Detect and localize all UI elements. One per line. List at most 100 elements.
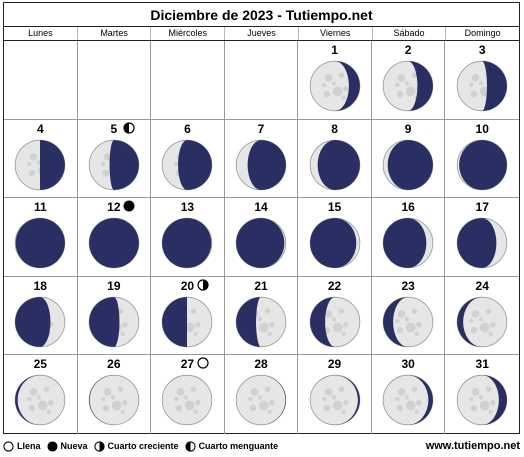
moon-phase-image [15, 375, 66, 426]
moon-phase-image [309, 60, 360, 112]
legend-menguante: Cuarto menguante [184, 440, 279, 452]
day-cell: 28 [225, 355, 299, 434]
day-number: 14 [254, 200, 268, 215]
day-cell: 14 [224, 198, 299, 277]
day-number: 7 [257, 121, 265, 136]
last-quarter-icon [184, 440, 196, 452]
full-moon-icon [197, 357, 209, 369]
empty-day-cell [151, 41, 225, 120]
moon-phase-image [382, 296, 434, 348]
weekday-jueves: Jueves [225, 27, 299, 40]
legend-footer: Llena Nueva Cuarto creciente Cuarto meng… [3, 438, 520, 454]
day-number: 23 [401, 278, 415, 293]
moon-phase-image [235, 139, 287, 190]
day-number: 16 [401, 200, 415, 215]
legend-nueva: Nueva [46, 440, 88, 452]
day-number: 10 [475, 121, 489, 136]
day-number: 31 [475, 357, 489, 372]
day-cell: 4 [4, 119, 78, 199]
day-cell: 10 [445, 120, 519, 199]
day-cell: 11 [4, 198, 78, 277]
site-url: www.tutiempo.net [425, 440, 520, 452]
moon-phase-image [382, 60, 434, 112]
day-cell: 9 [371, 119, 446, 199]
weekday-lunes: Lunes [4, 27, 78, 40]
day-number: 29 [327, 357, 342, 372]
moon-phase-image [456, 296, 508, 348]
moon-phase-image [15, 296, 66, 348]
empty-day-cell [4, 41, 78, 120]
day-cell: 18 [4, 276, 78, 356]
moon-phase-image [456, 217, 508, 269]
day-cell: 29 [298, 355, 372, 434]
legend-llena-label: Llena [17, 441, 41, 451]
day-number: 28 [254, 357, 268, 372]
day-cell: 30 [372, 355, 446, 434]
day-cell: 25 [4, 355, 78, 434]
moon-phase-image [309, 139, 360, 190]
first-quarter-icon [93, 440, 105, 452]
moon-phase-image [88, 296, 140, 348]
moon-phase-image [382, 139, 434, 190]
moon-phase-image [235, 217, 287, 269]
day-cell: 2 [371, 41, 446, 120]
day-cell: 21 [224, 276, 299, 356]
moon-phase-image [235, 375, 287, 426]
day-cell: 6 [151, 119, 225, 199]
last-quarter-icon [123, 121, 135, 134]
moon-phase-image [162, 217, 213, 269]
day-number: 19 [107, 278, 121, 293]
weekday-miercoles: Miércoles [151, 27, 226, 40]
day-number: 17 [475, 200, 489, 215]
moon-phase-image [88, 139, 140, 190]
day-cell: 31 [445, 355, 519, 434]
moon-phase-image [15, 217, 66, 269]
legend-menguante-label: Cuarto menguante [198, 441, 279, 451]
day-cell: 12 [77, 198, 152, 277]
day-number: 20 [180, 278, 195, 293]
day-number: 30 [401, 357, 415, 372]
day-cell: 13 [151, 198, 225, 277]
day-cell: 8 [298, 119, 372, 199]
day-number: 24 [475, 278, 489, 293]
day-cell: 24 [445, 277, 519, 356]
day-number: 2 [404, 43, 412, 57]
day-cell: 23 [371, 276, 446, 356]
calendar-title: Diciembre de 2023 - Tutiempo.net [4, 3, 519, 27]
legend-llena: Llena [3, 440, 41, 452]
moon-phase-image [309, 296, 360, 348]
moon-phase-image [309, 375, 360, 426]
day-cell: 22 [298, 276, 372, 356]
moon-phase-image [88, 217, 140, 269]
day-cell: 16 [371, 198, 446, 277]
day-number: 3 [478, 43, 486, 57]
day-number: 11 [33, 200, 47, 215]
day-cell: 19 [77, 276, 152, 356]
day-number: 12 [107, 200, 121, 215]
day-number: 21 [254, 278, 268, 293]
moon-phase-image [382, 375, 434, 426]
first-quarter-icon [197, 279, 209, 291]
day-cell: 26 [78, 355, 152, 434]
weekday-domingo: Domingo [464, 28, 501, 38]
moon-calendar: Diciembre de 2023 - Tutiempo.net Lunes M… [3, 2, 520, 434]
day-number: 6 [184, 121, 191, 136]
moon-phase-image [309, 217, 360, 269]
day-cell: 3 [445, 41, 519, 120]
moon-phase-image [15, 139, 66, 190]
calendar-grid: 1 2 3 4 5 6 7 8 9 10 11 12 13 14 15 16 17 18 19 20 21 22 23 24 2… [4, 41, 519, 434]
day-number: 1 [331, 43, 338, 57]
legend-creciente: Cuarto creciente [93, 440, 179, 452]
empty-day-cell [224, 41, 299, 120]
empty-day-cell [77, 41, 152, 120]
moon-phase-image [235, 296, 287, 348]
moon-phase-image [456, 375, 508, 426]
legend-nueva-label: Nueva [60, 441, 88, 451]
day-number: 13 [180, 200, 195, 215]
day-number: 8 [331, 121, 338, 136]
day-number: 27 [180, 357, 195, 372]
day-number: 18 [33, 278, 47, 293]
moon-phase-image [162, 139, 213, 190]
day-cell: 27 [151, 355, 225, 434]
moon-phase-image [162, 375, 213, 426]
